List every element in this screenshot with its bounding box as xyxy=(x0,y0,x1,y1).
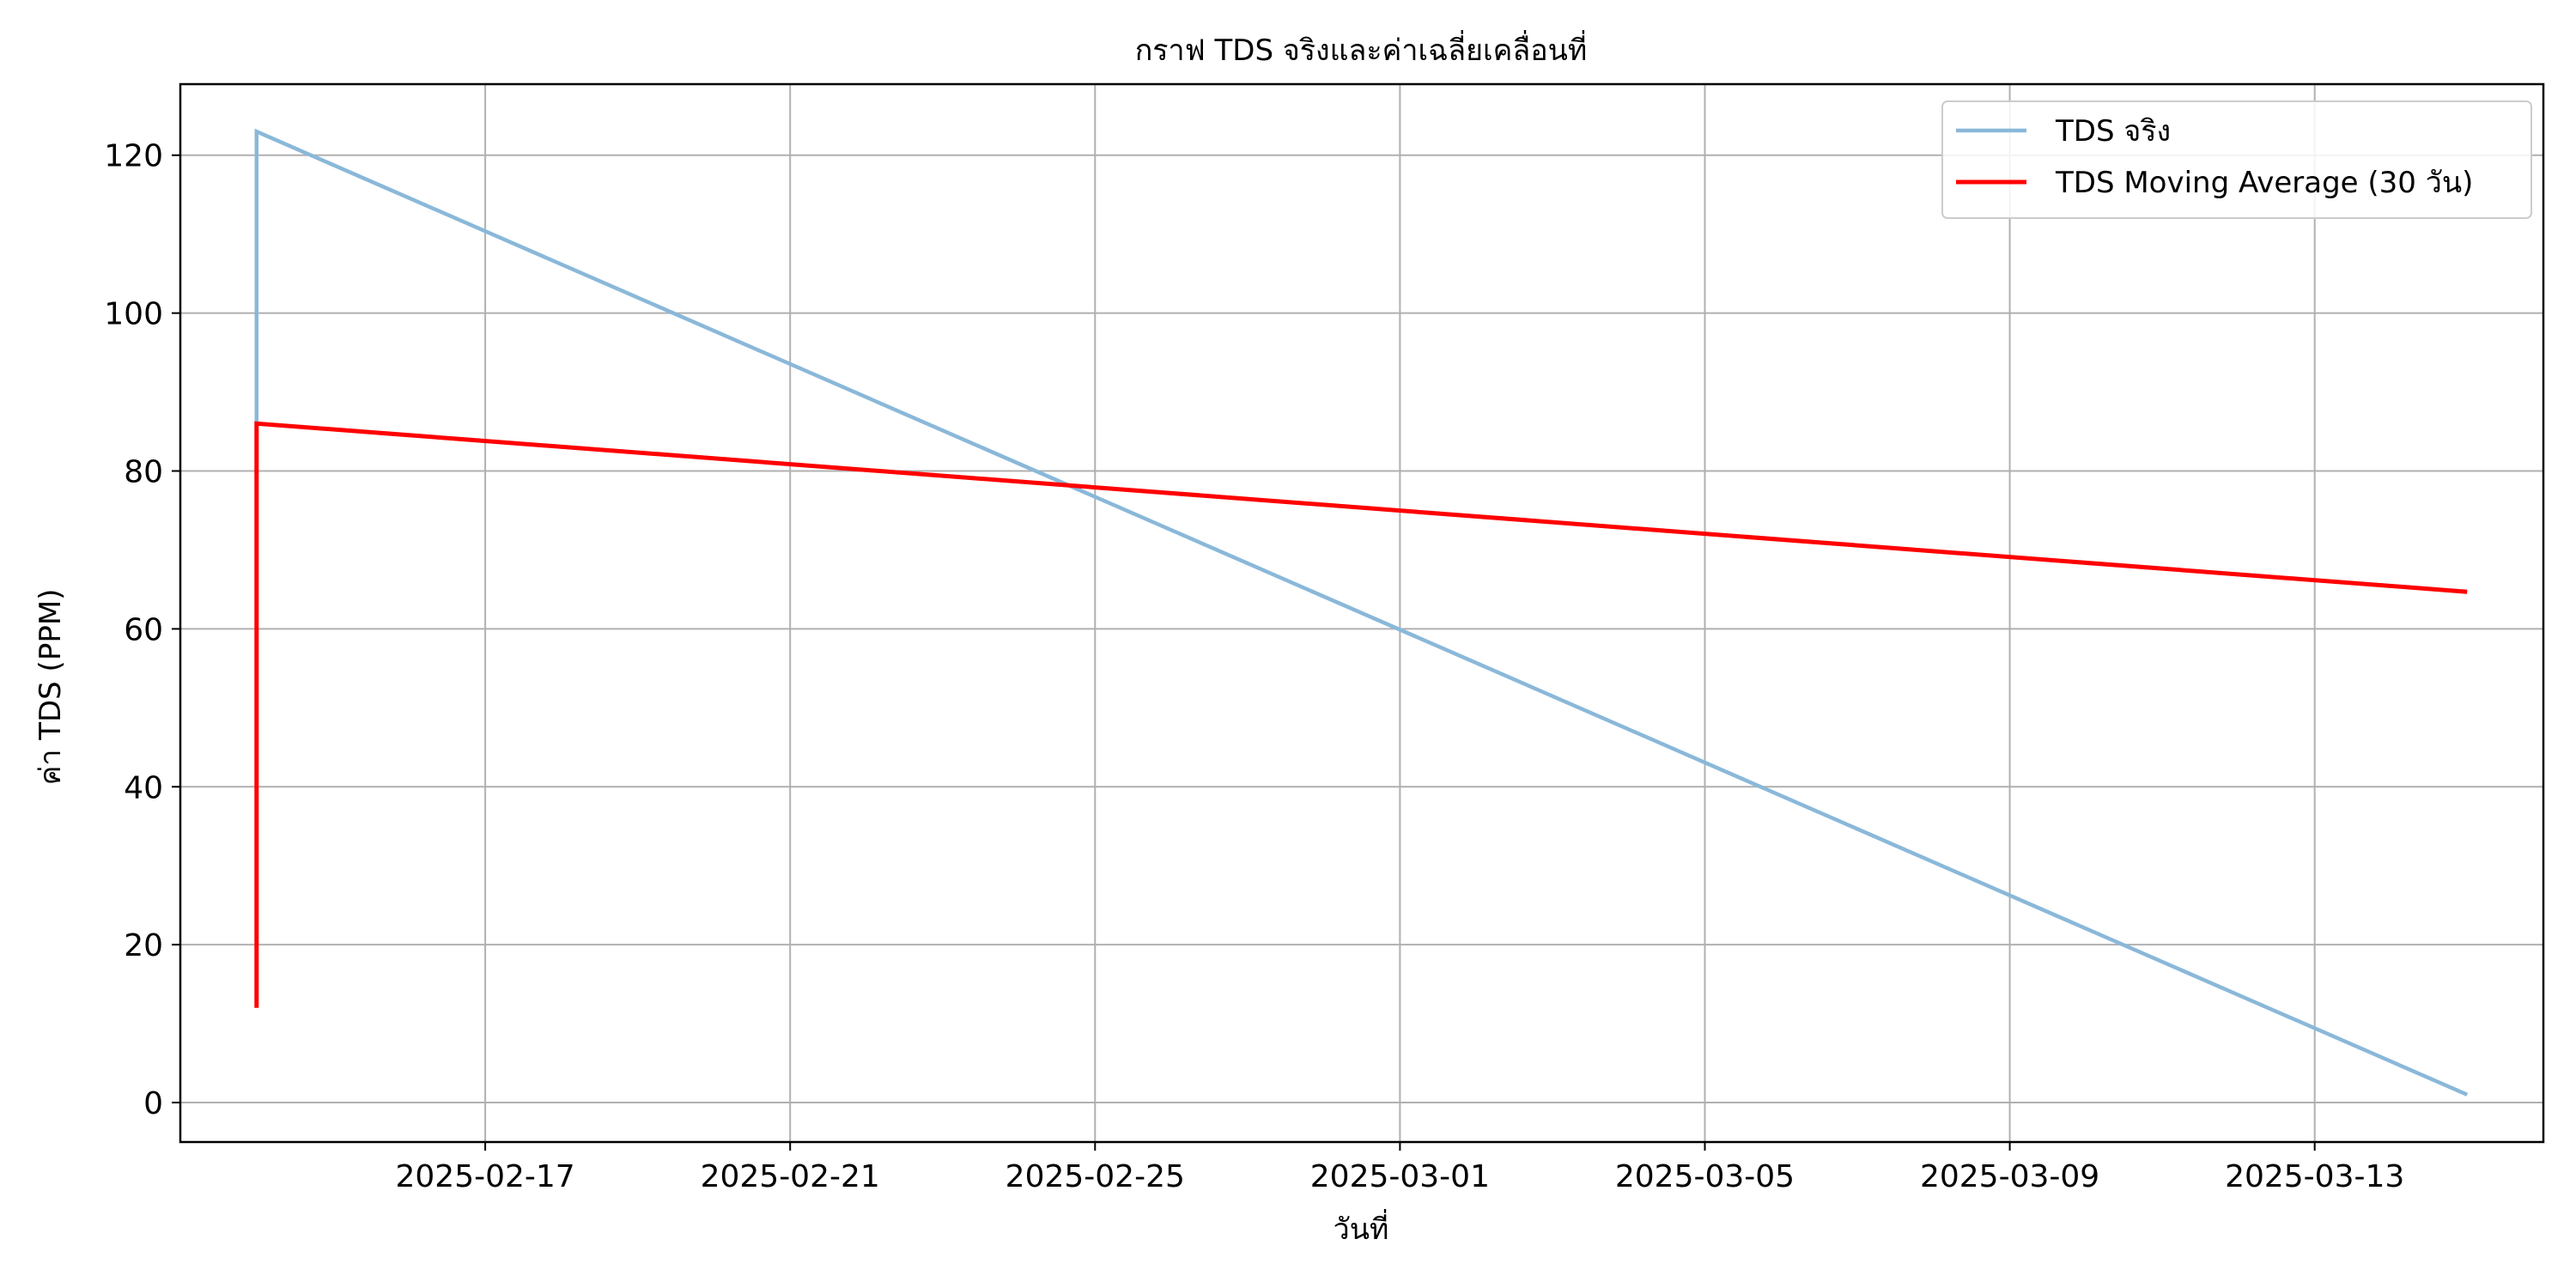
legend-label-1: TDS Moving Average (30 วัน) xyxy=(2055,166,2473,200)
legend-box xyxy=(1941,100,2532,219)
series-line-0 xyxy=(254,128,2469,1097)
ticks: 2025-02-17 2025-02-21 2025-02-25 2025-03-01… xyxy=(104,139,2404,1194)
y-tick-label: 60 xyxy=(124,612,163,647)
legend-label-0: TDS จริง xyxy=(2055,114,2171,149)
plot-frame xyxy=(179,82,2545,1144)
x-tick-label: 2025-03-01 xyxy=(1310,1159,1490,1194)
y-tick-label: 80 xyxy=(124,455,163,490)
y-axis-label: ค่า TDS (PPM) xyxy=(33,589,68,786)
x-tick-label: 2025-02-21 xyxy=(701,1159,880,1194)
y-tick-label: 120 xyxy=(104,139,163,174)
x-axis-label: วันที่ xyxy=(1334,1209,1389,1247)
x-tick-label: 2025-03-13 xyxy=(2225,1159,2404,1194)
y-tick-label: 0 xyxy=(143,1086,163,1121)
x-tick-label: 2025-03-09 xyxy=(1920,1159,2099,1194)
y-tick-label: 100 xyxy=(104,297,163,332)
legend: TDS จริง TDS Moving Average (30 วัน) xyxy=(1941,100,2532,219)
series-layer xyxy=(254,128,2469,1097)
x-tick-label: 2025-02-17 xyxy=(395,1159,574,1194)
series-line-1 xyxy=(254,421,2468,1008)
y-tick-label: 40 xyxy=(124,770,163,805)
chart-title: กราฟ TDS จริงและค่าเฉลี่ยเคลื่อนที่ xyxy=(1135,30,1588,68)
y-tick-label: 20 xyxy=(124,928,163,963)
x-tick-label: 2025-03-05 xyxy=(1615,1159,1795,1194)
x-tick-label: 2025-02-25 xyxy=(1005,1159,1185,1194)
